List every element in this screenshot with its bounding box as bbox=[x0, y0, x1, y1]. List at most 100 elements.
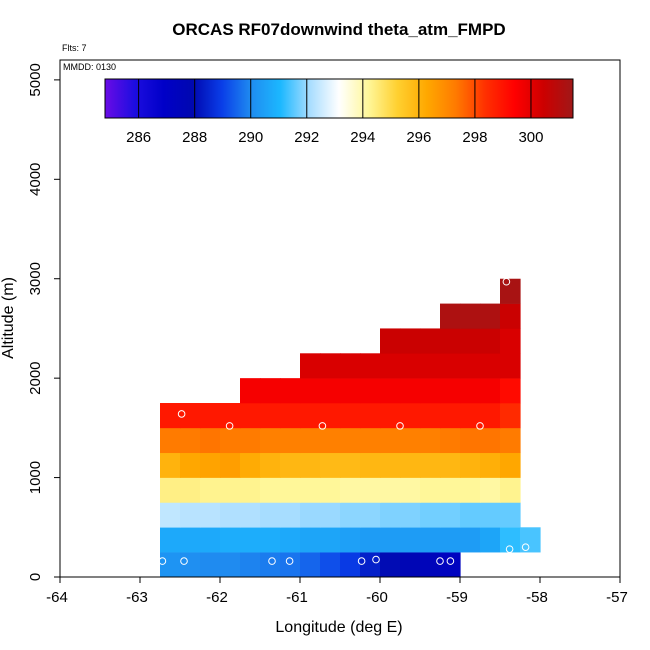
x-tick-label: -63 bbox=[126, 589, 148, 606]
heatmap-cell bbox=[360, 427, 381, 454]
heatmap-cell bbox=[380, 552, 401, 578]
heatmap-cell bbox=[320, 552, 341, 578]
heatmap-cell bbox=[440, 378, 461, 404]
heatmap-cell bbox=[400, 378, 421, 404]
observation-point bbox=[268, 557, 276, 565]
chart-title: ORCAS RF07downwind theta_atm_FMPD bbox=[172, 20, 505, 39]
heatmap-cell bbox=[160, 427, 181, 454]
heatmap-cell bbox=[400, 403, 421, 429]
heatmap-cell bbox=[180, 452, 201, 478]
heatmap-cell bbox=[380, 403, 401, 429]
observation-point bbox=[180, 557, 188, 565]
heatmap-cell bbox=[240, 477, 261, 503]
heatmap-cell bbox=[320, 477, 341, 503]
plot-frame bbox=[59, 59, 621, 578]
heatmap-cell bbox=[160, 552, 181, 578]
heatmap-cell bbox=[160, 403, 181, 429]
heatmap-cell bbox=[300, 452, 321, 478]
observation-point bbox=[476, 422, 484, 430]
heatmap-cell bbox=[480, 303, 501, 329]
heatmap-cell bbox=[300, 552, 321, 578]
heatmap-cell bbox=[320, 527, 341, 553]
heatmap-cell bbox=[420, 452, 441, 478]
heatmap-cell bbox=[480, 452, 501, 478]
heatmap-cell bbox=[480, 353, 501, 379]
heatmap-cell bbox=[180, 527, 201, 553]
heatmap-cell bbox=[340, 527, 361, 553]
heatmap-cell bbox=[360, 502, 381, 528]
heatmap-cell bbox=[400, 527, 421, 553]
heatmap-cell bbox=[380, 353, 401, 379]
heatmap-cell bbox=[460, 452, 481, 478]
heatmap-cell bbox=[340, 477, 361, 503]
colorbar-tick-label: 288 bbox=[182, 129, 207, 146]
y-tick-label: 2000 bbox=[27, 361, 44, 394]
y-tick-label: 3000 bbox=[27, 262, 44, 295]
date-annotation: MMDD: 0130 bbox=[63, 62, 116, 72]
heatmap-cell bbox=[260, 502, 281, 528]
heatmap-cell bbox=[260, 527, 281, 553]
heatmap-cell bbox=[460, 353, 481, 379]
heatmap-cell bbox=[380, 477, 401, 503]
heatmap-cell bbox=[400, 328, 421, 354]
x-tick-label: -60 bbox=[366, 589, 388, 606]
heatmap-cell bbox=[340, 552, 361, 578]
heatmap-cell bbox=[340, 502, 361, 528]
heatmap-cell bbox=[340, 403, 361, 429]
heatmap-cell bbox=[380, 427, 401, 454]
observation-point bbox=[446, 557, 455, 565]
heatmap-cell bbox=[460, 427, 481, 454]
heatmap-cell bbox=[420, 353, 441, 379]
heatmap-cell bbox=[420, 527, 441, 553]
observation-point bbox=[177, 410, 186, 418]
heatmap-cell bbox=[420, 552, 441, 578]
heatmap-cell bbox=[380, 378, 401, 404]
colorbar-tick-label: 286 bbox=[126, 129, 151, 146]
observation-point bbox=[502, 277, 511, 286]
heatmap-cell bbox=[300, 502, 321, 528]
heatmap-cell bbox=[200, 477, 221, 503]
y-tick-label: 5000 bbox=[27, 63, 44, 96]
heatmap-cell bbox=[520, 527, 541, 553]
colorbar-ticks: 286 288 290 292 294 296 298 300 bbox=[126, 79, 543, 146]
heatmap-cell bbox=[260, 477, 281, 503]
y-tick-label: 1000 bbox=[27, 461, 44, 494]
heatmap-cell bbox=[300, 477, 321, 503]
heatmap-cell bbox=[320, 378, 341, 404]
heatmap-cell bbox=[200, 452, 221, 478]
colorbar-tick-label: 292 bbox=[294, 129, 319, 146]
heatmap-cell bbox=[200, 502, 221, 528]
heatmap-cell bbox=[440, 477, 461, 503]
heatmap-cell bbox=[440, 502, 461, 528]
heatmap-cell bbox=[360, 403, 381, 429]
heatmap-cell bbox=[200, 527, 221, 553]
observation-point bbox=[521, 543, 530, 551]
heatmap-cell bbox=[440, 303, 461, 329]
heatmap-cell bbox=[180, 477, 201, 503]
heatmap-cell bbox=[220, 502, 241, 528]
heatmap-cell bbox=[240, 502, 261, 528]
heatmap-cell bbox=[460, 328, 481, 354]
x-tick-label: -62 bbox=[206, 589, 228, 606]
heatmap-cell bbox=[280, 378, 301, 404]
heatmap-cell bbox=[400, 353, 421, 379]
y-axis: 0 1000 2000 3000 4000 5000 bbox=[27, 63, 60, 581]
heatmap-cell bbox=[340, 452, 361, 478]
colorbar-tick-label: 294 bbox=[350, 129, 375, 146]
heatmap-cell bbox=[400, 452, 421, 478]
heatmap-cell bbox=[280, 527, 301, 553]
heatmap-cell bbox=[420, 378, 441, 404]
heatmap-cell bbox=[240, 378, 261, 404]
heatmap-cell bbox=[380, 328, 401, 354]
heatmap-cell bbox=[180, 502, 201, 528]
heatmap-cell bbox=[280, 452, 301, 478]
heatmap-cell bbox=[260, 378, 281, 404]
heatmap-cell bbox=[420, 427, 441, 454]
heatmap-cell bbox=[220, 477, 241, 503]
heatmap-cell bbox=[420, 403, 441, 429]
heatmap-cell bbox=[500, 452, 521, 478]
heatmap-cell bbox=[220, 427, 241, 454]
observation-points bbox=[158, 277, 530, 565]
heatmap-cell bbox=[200, 427, 221, 454]
x-tick-label: -57 bbox=[606, 589, 628, 606]
